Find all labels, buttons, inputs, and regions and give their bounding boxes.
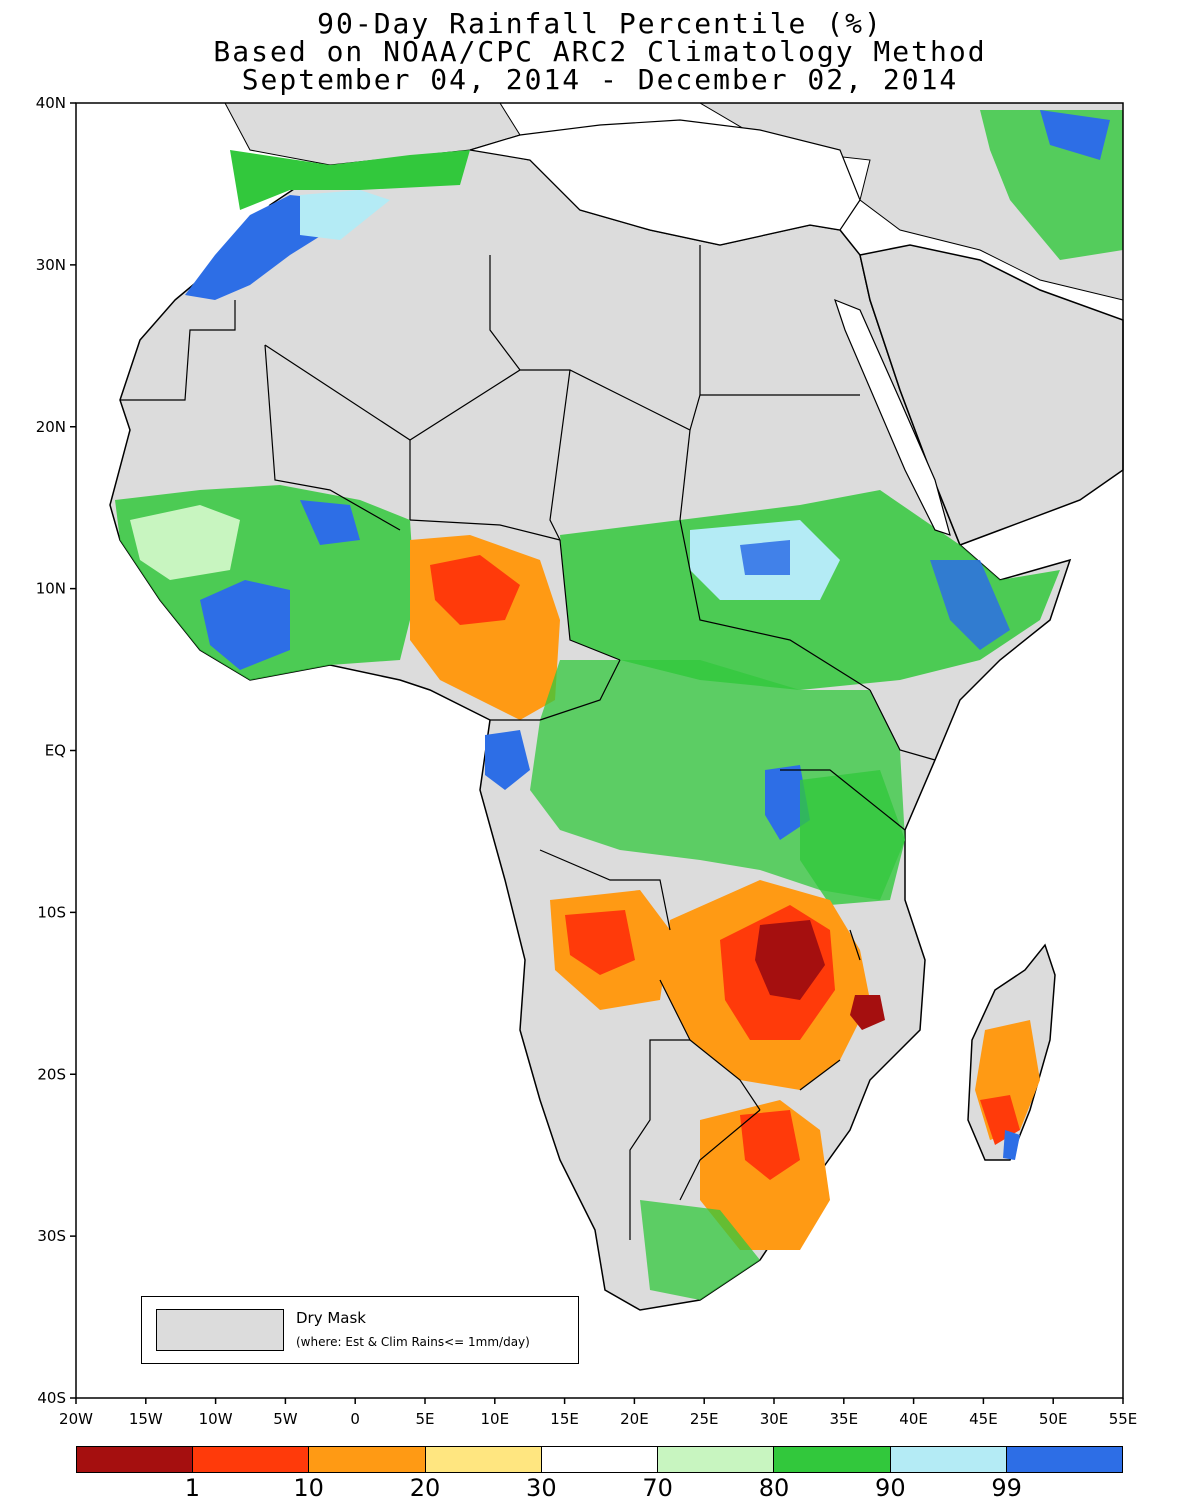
y-tick-label: 10N	[36, 580, 66, 598]
country-borders	[120, 245, 936, 1240]
y-tick-label: EQ	[45, 742, 66, 760]
x-tick-label: 25E	[690, 1410, 719, 1428]
colorbar-segment	[1006, 1447, 1122, 1472]
x-tick-label: 35E	[830, 1410, 859, 1428]
title-line-1: 90-Day Rainfall Percentile (%)	[317, 7, 883, 40]
patch-zambia-darkred	[755, 920, 825, 1000]
x-tick-label: 15W	[129, 1410, 163, 1428]
colorbar-segment	[890, 1447, 1007, 1472]
y-tick-label: 30N	[36, 256, 66, 274]
title-line-2: Based on NOAA/CPC ARC2 Climatology Metho…	[213, 35, 987, 68]
colorbar-segment	[309, 1447, 426, 1472]
colorbar-label: 70	[642, 1474, 673, 1502]
patch-ethiopia-blue-2	[930, 560, 1010, 650]
patch-guinea-blue	[200, 580, 290, 670]
y-tick-label: 20N	[36, 418, 66, 436]
patch-mozambique-darkred	[850, 995, 885, 1030]
colorbar-segment	[193, 1447, 310, 1472]
arabian-peninsula	[859, 244, 1124, 546]
patch-lake-victoria-blue	[765, 765, 810, 840]
x-tick-label: 10W	[199, 1410, 233, 1428]
y-tick-label: 30S	[37, 1227, 66, 1245]
x-tick-label: 10E	[481, 1410, 510, 1428]
y-tick-label: 40N	[36, 94, 66, 112]
dry-mask-swatch	[156, 1309, 284, 1351]
patch-mali-blue	[300, 500, 360, 545]
y-tick-label: 40S	[37, 1389, 66, 1407]
x-tick-label: 45E	[969, 1410, 998, 1428]
colorbar-segment	[77, 1447, 194, 1472]
axis-group: 40N 30N 20N 10N EQ 10S 20S 30S 40S 20W 15W 10W 5W 0 5E…	[36, 94, 1138, 1428]
map-layer	[109, 102, 1124, 1311]
patch-south-africa-green	[640, 1200, 760, 1300]
x-tick-label: 50E	[1039, 1410, 1068, 1428]
dry-mask-legend: Dry Mask (where: Est & Clim Rains<= 1mm/…	[141, 1296, 579, 1364]
x-tick-label: 0	[350, 1410, 360, 1428]
colorbar	[76, 1446, 1123, 1473]
colorbar-label: 10	[293, 1474, 324, 1502]
x-tick-label: 55E	[1109, 1410, 1138, 1428]
patch-ethiopia-blue	[740, 540, 790, 575]
colorbar-label: 99	[991, 1474, 1022, 1502]
colorbar-label: 80	[758, 1474, 790, 1502]
y-tick-label: 20S	[37, 1065, 66, 1083]
patch-gabon-blue	[485, 730, 530, 790]
colorbar-label: 30	[526, 1474, 557, 1502]
patch-madagascar-blue	[1003, 1130, 1020, 1160]
y-tick-label: 10S	[37, 903, 66, 921]
dry-mask-label: Dry Mask	[296, 1309, 366, 1327]
colorbar-label: 90	[875, 1474, 906, 1502]
patch-morocco-lightblue	[300, 190, 390, 240]
x-tick-label: 20E	[620, 1410, 649, 1428]
dry-mask-note: (where: Est & Clim Rains<= 1mm/day)	[296, 1335, 530, 1349]
colorbar-segment	[774, 1447, 891, 1472]
x-tick-label: 5W	[273, 1410, 298, 1428]
patch-n-africa-green	[230, 150, 470, 210]
patch-nigeria-red	[430, 555, 520, 625]
colorbar-label: 20	[409, 1474, 441, 1502]
x-tick-label: 30E	[760, 1410, 789, 1428]
patch-west-africa-light	[130, 505, 240, 580]
colorbar-segment	[425, 1447, 542, 1472]
anomaly-patches	[115, 110, 1123, 1300]
red-sea	[834, 298, 951, 536]
colorbar-segment	[658, 1447, 775, 1472]
x-tick-label: 15E	[550, 1410, 579, 1428]
colorbar-label: 1	[184, 1474, 200, 1502]
x-tick-label: 5E	[415, 1410, 434, 1428]
title-line-3: September 04, 2014 - December 02, 2014	[241, 63, 959, 96]
mediterranean-sea	[469, 119, 861, 246]
x-tick-label: 40E	[899, 1410, 928, 1428]
x-tick-label: 20W	[59, 1410, 93, 1428]
patch-arabia-blue	[1040, 110, 1110, 160]
rainfall-map: 40N 30N 20N 10N EQ 10S 20S 30S 40S 20W 15W 10W 5W 0 5E…	[36, 94, 1138, 1428]
patch-south-africa-red	[740, 1110, 800, 1180]
patch-tanzania-green	[800, 770, 905, 905]
patch-angola-red	[565, 910, 635, 975]
colorbar-segment	[541, 1447, 659, 1472]
